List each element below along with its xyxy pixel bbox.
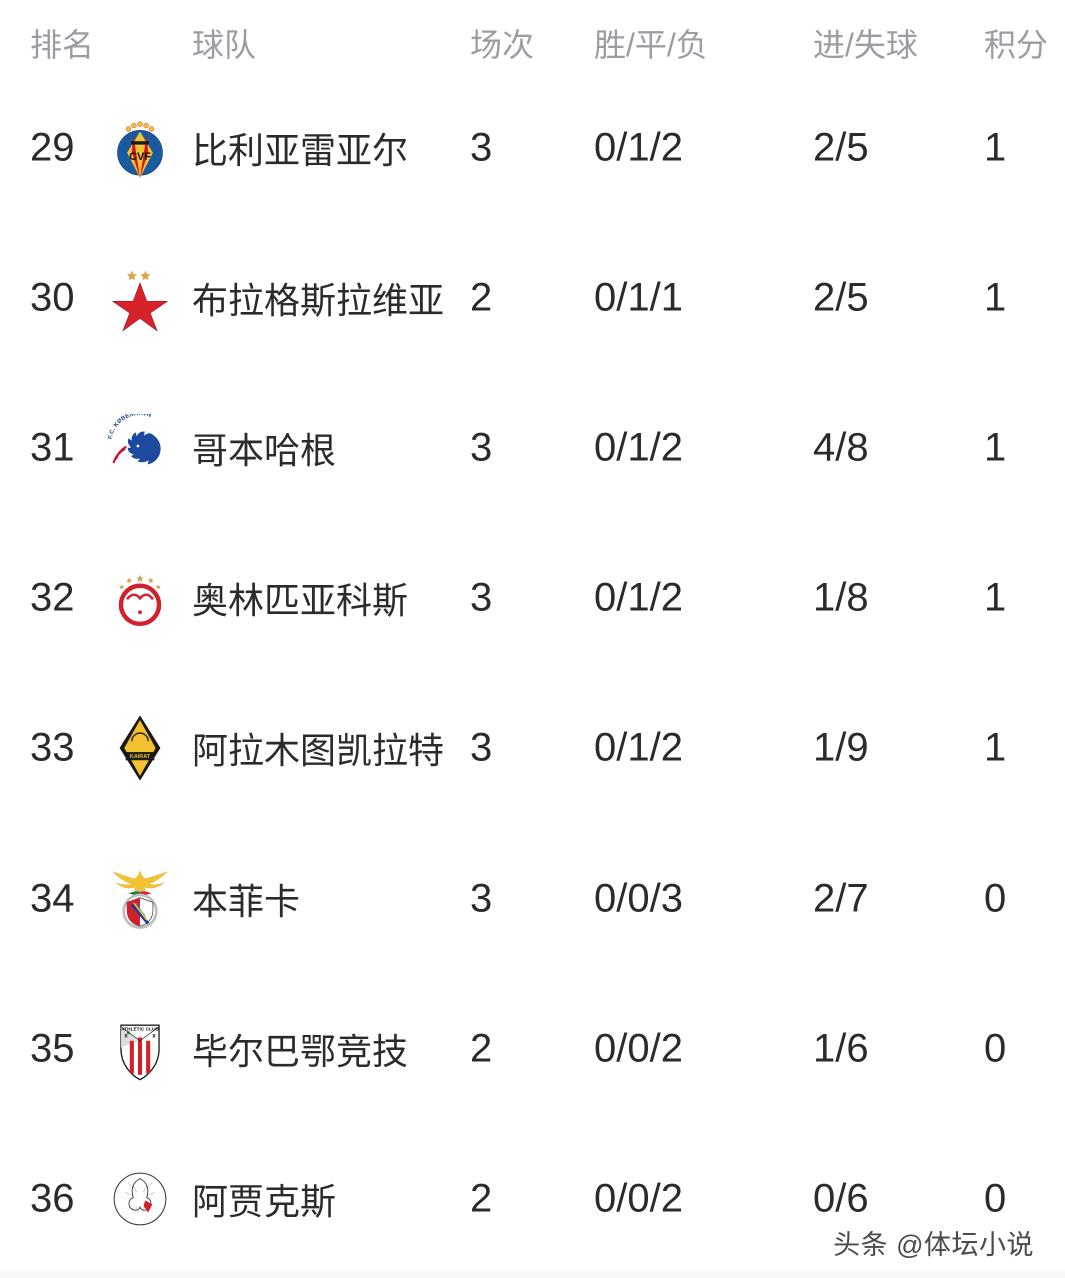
svg-text:x: x — [124, 1032, 128, 1039]
svg-text:x: x — [152, 1032, 156, 1039]
svg-text:ATHLETIC CLUB: ATHLETIC CLUB — [121, 1027, 159, 1033]
svg-text:CVF: CVF — [129, 151, 151, 163]
svg-text:KAIRAT: KAIRAT — [130, 755, 151, 761]
